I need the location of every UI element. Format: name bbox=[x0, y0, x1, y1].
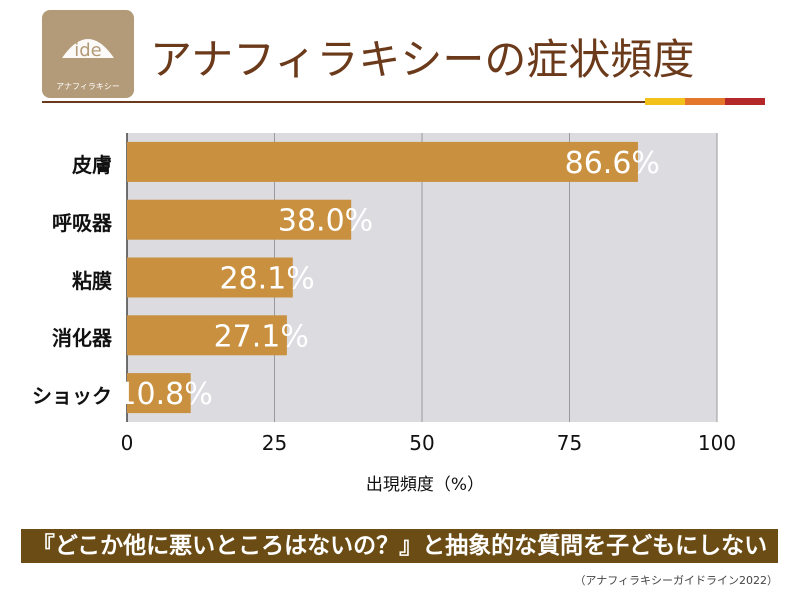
x-tick-label: 75 bbox=[556, 431, 583, 455]
x-tick-label: 100 bbox=[697, 431, 737, 455]
svg-text:ide: ide bbox=[74, 40, 102, 61]
bar bbox=[127, 141, 638, 182]
category-label: 粘膜 bbox=[72, 268, 112, 293]
category-label: ショック bbox=[32, 384, 112, 409]
category-label: 消化器 bbox=[52, 326, 112, 351]
logo: ide アナフィラキシー bbox=[42, 10, 134, 98]
tip-banner: 『どこか他に悪いところはないの？』と抽象的な質問を子どもにしない bbox=[21, 529, 778, 563]
bar-value-label: 38.0% bbox=[278, 204, 373, 239]
accent-orange bbox=[685, 98, 725, 105]
bar bbox=[127, 373, 191, 414]
x-tick-label: 50 bbox=[409, 431, 435, 455]
bar-value-label: 28.1% bbox=[219, 262, 314, 297]
bar bbox=[127, 315, 287, 356]
x-tick-label: 0 bbox=[120, 431, 134, 455]
bar bbox=[127, 257, 293, 298]
category-label: 皮膚 bbox=[72, 152, 112, 177]
bar-value-label: 10.8% bbox=[117, 377, 212, 412]
x-axis-label: 出現頻度（%） bbox=[365, 475, 485, 495]
category-label: 呼吸器 bbox=[52, 210, 112, 235]
accent-red bbox=[725, 98, 765, 105]
bar bbox=[127, 199, 352, 240]
logo-text: アナフィラキシー bbox=[56, 82, 120, 91]
title-divider bbox=[42, 101, 765, 103]
logo-icon: ide bbox=[62, 39, 114, 61]
x-tick-label: 25 bbox=[261, 431, 288, 455]
bar-value-label: 86.6% bbox=[565, 146, 660, 181]
source-citation: （アナフィラキシーガイドライン2022） bbox=[574, 574, 778, 587]
page-title: アナフィラキシーの症状頻度 bbox=[150, 35, 695, 84]
accent-yellow bbox=[645, 98, 685, 105]
bar-value-label: 27.1% bbox=[214, 319, 309, 354]
